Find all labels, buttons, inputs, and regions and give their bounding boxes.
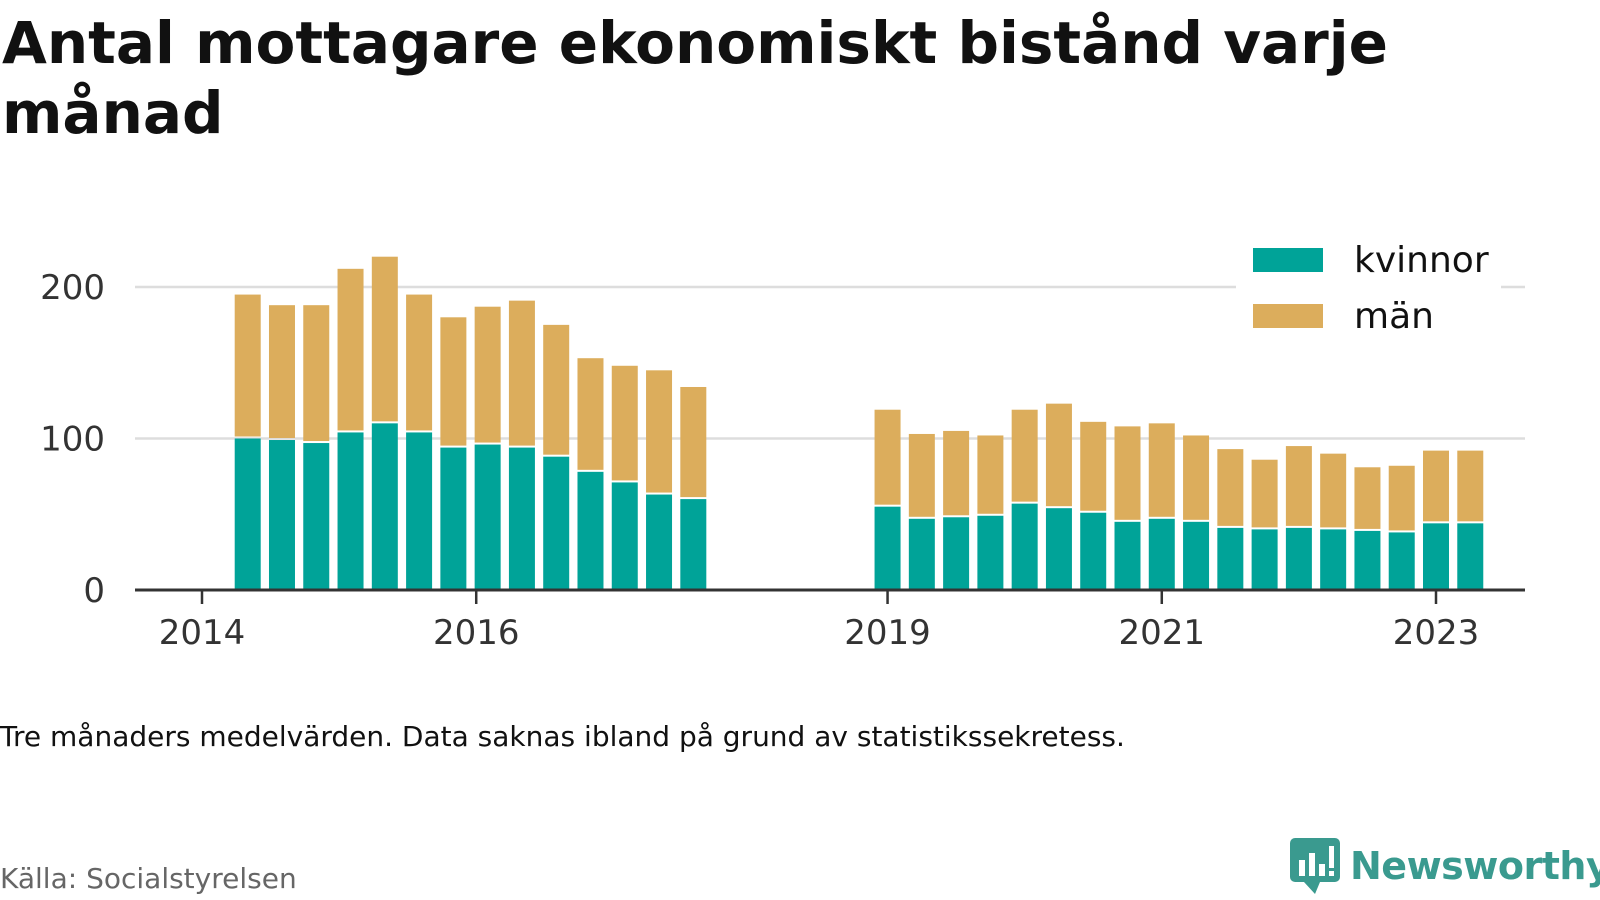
bar-kvinnor <box>440 447 467 590</box>
bar-man <box>1251 459 1278 528</box>
x-tick-label: 2021 <box>1119 613 1206 653</box>
bar-kvinnor <box>1080 512 1107 590</box>
bar-kvinnor <box>508 447 535 590</box>
bar-man <box>611 365 638 481</box>
bar-man <box>908 433 935 517</box>
bar-kvinnor <box>577 471 604 590</box>
x-tick-label: 2023 <box>1393 613 1480 653</box>
bar-kvinnor <box>1457 523 1484 590</box>
bar-man <box>1285 446 1312 526</box>
bar-man <box>406 294 433 431</box>
bar-man <box>1011 409 1038 502</box>
bar-kvinnor <box>1354 530 1381 590</box>
x-tick-label: 2016 <box>433 613 520 653</box>
bar-man <box>1320 453 1347 528</box>
bar-man <box>1354 467 1381 529</box>
bar-kvinnor <box>303 443 330 590</box>
bar-kvinnor <box>1320 529 1347 590</box>
bar-kvinnor <box>908 518 935 590</box>
legend-swatch <box>1253 248 1323 272</box>
bar-man <box>1457 450 1484 522</box>
bar-kvinnor <box>977 515 1004 590</box>
x-tick-label: 2014 <box>159 613 246 653</box>
bar-kvinnor <box>1183 521 1210 590</box>
bar-kvinnor <box>1045 508 1072 590</box>
bar-man <box>874 409 901 505</box>
bar-kvinnor <box>1114 521 1141 590</box>
bar-man <box>680 386 707 498</box>
legend-label: kvinnor <box>1354 240 1489 281</box>
bar-kvinnor <box>680 499 707 590</box>
bar-kvinnor <box>1251 529 1278 590</box>
bar-kvinnor <box>646 494 673 590</box>
bar-kvinnor <box>943 517 970 590</box>
y-tick-label: 200 <box>40 268 105 308</box>
newsworthy-logo[interactable]: Newsworthy <box>1290 838 1600 894</box>
chart-note: Tre månaders medelvärden. Data saknas ib… <box>0 720 1125 753</box>
bar-kvinnor <box>268 440 295 590</box>
source-label: Källa: Socialstyrelsen <box>0 862 297 895</box>
bar-kvinnor <box>234 438 261 590</box>
bar-man <box>303 305 330 442</box>
stacked-bar-chart: 0 100 200 2014 2016 2019 2021 2023 kvinnor män <box>40 240 1525 653</box>
y-tick-label: 100 <box>40 420 105 460</box>
bar-kvinnor <box>874 506 901 590</box>
bar-man <box>977 435 1004 514</box>
legend-swatch <box>1253 304 1323 328</box>
bar-man <box>474 306 501 443</box>
bar-man <box>1148 423 1175 517</box>
bar-kvinnor <box>543 456 570 590</box>
bar-man <box>371 256 398 422</box>
bar-kvinnor <box>371 423 398 590</box>
chart-title: Antal mottagare ekonomiskt bistånd varje… <box>2 9 1388 147</box>
bar-man <box>543 324 570 455</box>
bar-man <box>646 370 673 493</box>
legend-label: män <box>1354 296 1434 337</box>
bar-man <box>1114 426 1141 520</box>
bar-man <box>1388 465 1415 531</box>
bar-kvinnor <box>611 482 638 590</box>
bar-man <box>234 294 261 437</box>
x-tick-label: 2019 <box>844 613 931 653</box>
bar-man <box>1217 449 1244 526</box>
bar-kvinnor <box>1423 523 1449 590</box>
bar-man <box>508 300 535 446</box>
bar-man <box>1423 450 1449 522</box>
bar-man <box>1080 421 1107 511</box>
brand-name: Newsworthy <box>1350 844 1600 888</box>
bar-kvinnor <box>1011 503 1038 590</box>
bar-kvinnor <box>1285 527 1312 590</box>
bar-man <box>1045 403 1072 507</box>
bar-man <box>268 305 295 439</box>
bar-man <box>1183 435 1210 520</box>
bar-man <box>943 430 970 516</box>
newsworthy-icon <box>1290 838 1340 894</box>
bar-man <box>337 268 364 431</box>
bar-kvinnor <box>337 432 364 590</box>
bar-man <box>440 317 467 446</box>
bar-kvinnor <box>406 432 433 590</box>
y-tick-label: 0 <box>83 571 105 611</box>
bar-man <box>577 358 604 470</box>
bar-kvinnor <box>1148 518 1175 590</box>
bar-kvinnor <box>1217 527 1244 590</box>
bar-kvinnor <box>1388 532 1415 590</box>
bar-kvinnor <box>474 444 501 590</box>
